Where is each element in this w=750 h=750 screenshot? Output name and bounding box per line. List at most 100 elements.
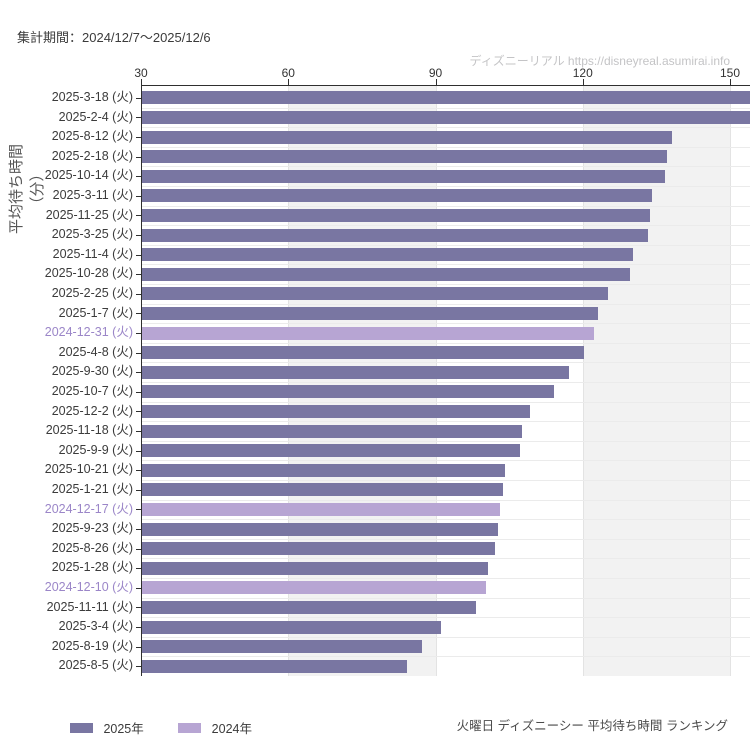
h-gridline xyxy=(141,244,750,246)
row-label: 2025-2-25 (火) xyxy=(51,286,133,300)
bar xyxy=(142,522,498,536)
plot-band xyxy=(582,85,730,676)
h-gridline xyxy=(141,264,750,266)
h-gridline xyxy=(141,303,750,305)
y-tick-mark xyxy=(136,117,141,119)
bar xyxy=(142,365,570,379)
x-tick-label: 60 xyxy=(281,66,295,80)
y-tick-mark xyxy=(136,450,141,452)
bar xyxy=(142,659,408,673)
row-label: 2025-4-8 (火) xyxy=(58,344,133,359)
y-tick-mark xyxy=(136,489,141,491)
plot-band xyxy=(288,85,436,676)
bar xyxy=(142,248,633,262)
bar xyxy=(142,463,506,477)
x-tick-mark xyxy=(730,79,731,85)
h-gridline xyxy=(141,421,750,423)
bar xyxy=(142,600,476,614)
row-label: 2025-2-18 (火) xyxy=(51,148,133,163)
y-tick-mark xyxy=(136,352,141,354)
y-tick-mark xyxy=(136,391,141,393)
h-gridline xyxy=(141,186,750,187)
y-tick-mark xyxy=(136,176,141,178)
row-label: 2025-9-30 (火) xyxy=(51,364,133,379)
bar xyxy=(142,189,653,203)
row-label: 2025-11-25 (火) xyxy=(45,207,133,222)
y-tick-mark xyxy=(136,646,141,648)
bar xyxy=(142,110,750,124)
y-tick-mark xyxy=(136,568,141,570)
y-tick-mark xyxy=(136,372,141,374)
row-label: 2025-11-11 (火) xyxy=(46,599,133,614)
row-label: 2025-10-14 (火) xyxy=(44,168,133,183)
h-gridline xyxy=(141,127,750,129)
row-label: 2025-10-21 (火) xyxy=(44,462,133,477)
row-label: 2025-3-25 (火) xyxy=(51,227,133,242)
y-tick-mark xyxy=(136,411,141,413)
y-tick-mark xyxy=(136,529,141,530)
x-tick-mark xyxy=(288,79,290,85)
legend-label-2024: 2024年 xyxy=(211,722,252,736)
row-label: 2025-9-23 (火) xyxy=(51,521,133,536)
bar xyxy=(142,581,486,595)
row-label: 2025-11-18 (火) xyxy=(45,423,133,438)
y-tick-mark xyxy=(136,235,141,236)
row-label: 2025-10-7 (火) xyxy=(51,384,133,398)
h-gridline xyxy=(141,499,750,501)
h-gridline xyxy=(141,558,750,560)
row-label: 2025-1-28 (火) xyxy=(51,560,133,575)
row-label: 2025-1-21 (火) xyxy=(51,482,133,496)
bar xyxy=(142,346,584,360)
row-label: 2025-8-26 (火) xyxy=(51,540,133,555)
bar xyxy=(142,620,442,634)
y-tick-mark xyxy=(136,293,141,295)
y-tick-mark xyxy=(136,627,141,628)
y-tick-mark xyxy=(136,548,141,550)
y-tick-mark xyxy=(136,666,141,668)
bar xyxy=(142,561,489,575)
v-gridline xyxy=(288,85,290,676)
row-label: 2025-8-19 (火) xyxy=(51,638,133,653)
bar xyxy=(142,404,530,418)
bar xyxy=(142,150,668,164)
v-gridline xyxy=(435,85,437,676)
x-tick-label: 120 xyxy=(572,66,593,80)
v-gridline xyxy=(730,85,731,676)
row-label: 2024-12-31 (火) xyxy=(44,325,133,340)
h-gridline xyxy=(141,205,750,207)
bar xyxy=(142,542,496,556)
x-tick-label: 150 xyxy=(719,66,741,80)
legend-label-2025: 2025年 xyxy=(103,722,144,736)
h-gridline xyxy=(141,342,750,344)
x-tick-mark xyxy=(582,79,584,85)
bar xyxy=(142,228,648,242)
bar xyxy=(142,130,673,144)
x-axis-line xyxy=(141,85,750,86)
y-tick-mark xyxy=(136,195,141,197)
h-gridline xyxy=(141,382,750,383)
row-label: 2025-1-7 (火) xyxy=(58,305,133,320)
h-gridline xyxy=(141,597,750,599)
bar xyxy=(142,444,520,458)
h-gridline xyxy=(141,284,750,285)
bar xyxy=(142,267,631,281)
row-label: 2025-3-11 (火) xyxy=(52,188,133,202)
bar xyxy=(142,502,501,516)
x-tick-mark xyxy=(141,79,142,85)
h-gridline xyxy=(141,538,750,540)
bar xyxy=(142,424,523,438)
row-label: 2025-2-4 (火) xyxy=(58,109,133,124)
h-gridline xyxy=(141,656,750,658)
bar xyxy=(142,483,503,497)
y-tick-mark xyxy=(136,97,141,99)
footer-note: 火曜日 ディズニーシー 平均待ち時間 ランキング xyxy=(456,719,728,733)
y-tick-mark xyxy=(136,470,141,472)
bar xyxy=(142,640,422,654)
bar xyxy=(142,287,609,301)
h-gridline xyxy=(141,617,750,619)
y-tick-mark xyxy=(136,587,141,589)
y-tick-mark xyxy=(136,313,141,315)
row-label: 2024-12-17 (火) xyxy=(44,501,133,516)
h-gridline xyxy=(141,401,750,403)
